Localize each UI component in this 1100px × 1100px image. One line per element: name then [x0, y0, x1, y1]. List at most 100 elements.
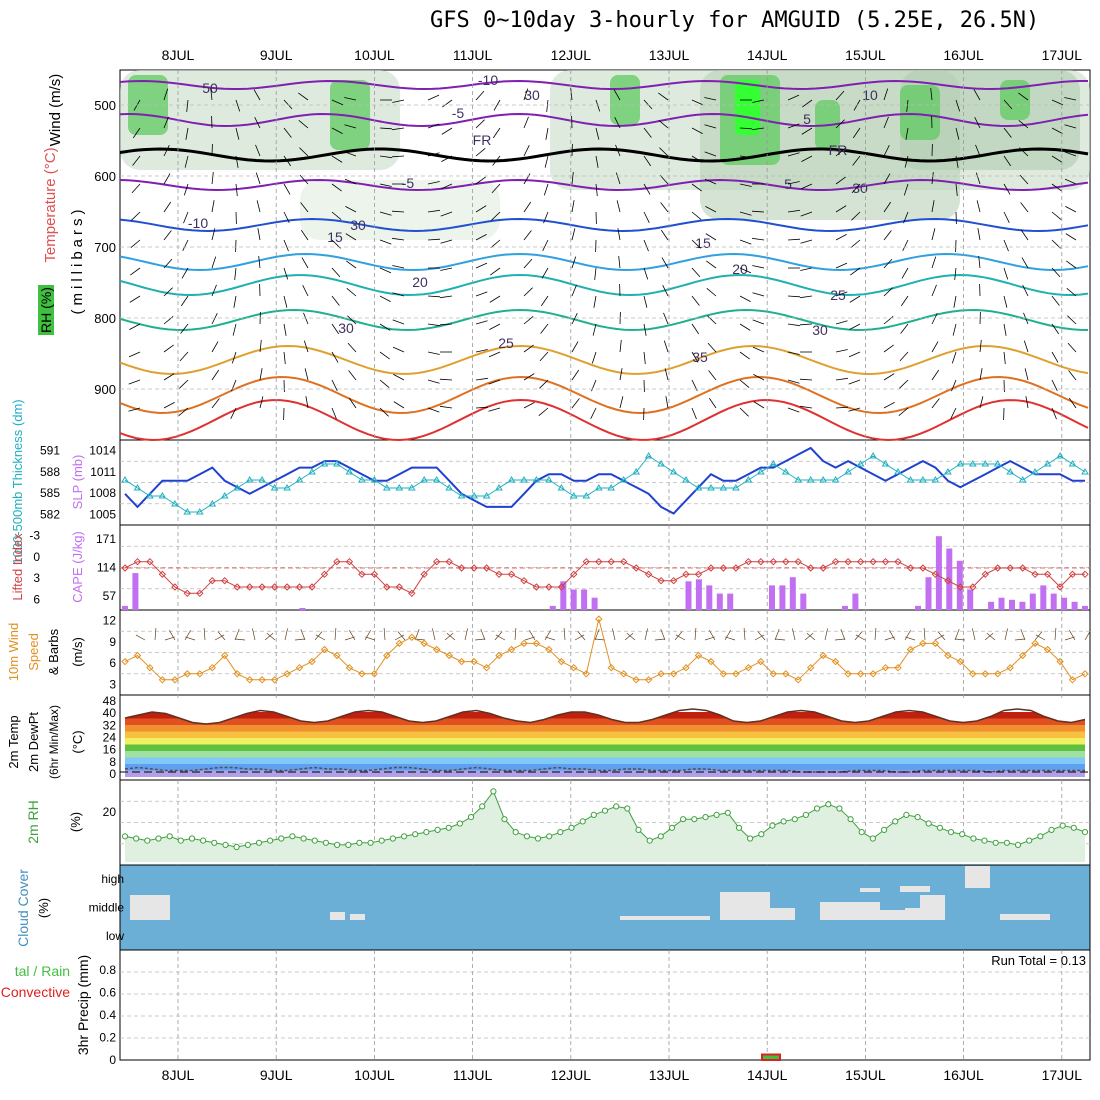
- wind-barb: [475, 205, 487, 213]
- lifted-index-point: [432, 557, 441, 566]
- rh-high-shading: [900, 85, 940, 140]
- lifted-index-point: [1043, 570, 1052, 579]
- thickness-point: [1043, 460, 1052, 467]
- wind-barb: [1020, 202, 1029, 213]
- wind-barb: [1051, 267, 1061, 278]
- wind-speed-point: [1068, 676, 1077, 684]
- cape-bar: [1061, 597, 1068, 610]
- surface-wind-barb: [252, 628, 256, 641]
- wind-barb: [739, 183, 752, 187]
- thickness-point: [532, 476, 541, 483]
- surface-wind-barb: [154, 627, 157, 641]
- wind-barb: [346, 287, 357, 297]
- wind-barb: [691, 211, 702, 221]
- wind-barb: [595, 99, 601, 112]
- cape-bar: [1082, 605, 1088, 610]
- wind-barb: [951, 351, 957, 364]
- rh-point: [401, 833, 408, 840]
- wind-barb: [211, 313, 218, 325]
- surface-wind-barb: [563, 627, 566, 641]
- wind-barb: [331, 407, 337, 420]
- cloud-block: [330, 912, 345, 920]
- day-label-top: 15JUL: [845, 47, 886, 63]
- rh-point: [267, 837, 274, 844]
- wind-barb: [379, 127, 393, 130]
- contour-label: FR: [473, 132, 492, 148]
- wind-barb: [427, 323, 440, 327]
- wind-barb: [739, 323, 751, 331]
- cloud-block: [920, 895, 945, 920]
- wind-speed-point: [894, 663, 902, 672]
- wind-speed-point: [856, 670, 865, 678]
- cape-bar: [1050, 593, 1057, 610]
- thickness-point: [121, 476, 129, 483]
- lifted-index-point: [1056, 583, 1064, 591]
- wind-barb: [901, 267, 909, 279]
- rh-shading: [900, 70, 1080, 170]
- wind-barb: [1003, 267, 1009, 280]
- thickness-point: [844, 468, 852, 475]
- wind-barb: [704, 124, 717, 129]
- wind-speed-point: [520, 639, 528, 648]
- cape-bar: [769, 585, 775, 610]
- wind-speed-point: [432, 645, 441, 654]
- wind-barb: [283, 211, 290, 223]
- thickness-point: [308, 468, 316, 475]
- wind-barb: [211, 200, 215, 213]
- wind-speed-point: [146, 663, 154, 672]
- wind-speed-point: [470, 657, 478, 666]
- wind-barb: [130, 267, 141, 276]
- ylabel-millibars: (millibars): [69, 206, 86, 315]
- wind-barb: [1022, 285, 1029, 297]
- lifted-index-point: [358, 570, 366, 579]
- wind-barb: [283, 239, 289, 252]
- day-label-bottom: 10JUL: [354, 1067, 395, 1083]
- wind-speed-point: [719, 670, 728, 678]
- ylabel-wind: Wind (m/s): [47, 74, 64, 147]
- rh-point: [200, 837, 207, 844]
- wind-barb: [835, 377, 848, 381]
- lifted-index-point: [694, 570, 703, 579]
- wind-barb: [163, 315, 174, 325]
- panel-precip: [119, 949, 1091, 1061]
- surface-wind-barb: [344, 636, 355, 641]
- wind-barb: [1064, 151, 1077, 157]
- wind-speed-point: [619, 670, 628, 678]
- wind-speed-point: [993, 670, 1002, 678]
- y-tick-label: 585: [40, 486, 60, 500]
- rh-point: [166, 833, 173, 840]
- isotherm-line: [119, 112, 1089, 128]
- wind-barb: [835, 349, 848, 353]
- thickness-point: [545, 476, 553, 483]
- wind-barb: [883, 402, 895, 409]
- wind-barb: [883, 201, 892, 213]
- rh-point: [289, 833, 296, 840]
- wind-barb: [345, 233, 357, 241]
- temp-line: [124, 708, 1086, 725]
- wind-barb: [799, 323, 813, 326]
- wind-barb: [800, 211, 813, 217]
- wind-speed-point: [694, 651, 703, 660]
- rh-point: [758, 831, 765, 838]
- thickness-point: [1081, 468, 1089, 475]
- lifted-index-point: [196, 589, 204, 598]
- wind-speed-point: [582, 670, 591, 678]
- lifted-index-point: [769, 557, 778, 566]
- wind-barb: [643, 351, 646, 364]
- thickness-point: [944, 468, 952, 475]
- wind-barb: [347, 315, 357, 325]
- wind-barb: [490, 267, 501, 276]
- rh-point: [490, 788, 497, 795]
- surface-wind-barb: [348, 630, 356, 641]
- wind-barb: [619, 340, 622, 353]
- wind-barb: [570, 88, 573, 101]
- wind-barb: [707, 342, 717, 353]
- wind-barb: [1020, 229, 1029, 241]
- wind-barb: [659, 147, 669, 157]
- contour-label: FR: [829, 142, 848, 158]
- surface-wind-barb: [495, 634, 506, 641]
- rh-color-swatch: [38, 285, 54, 335]
- panel-ylabels: 1000-500mb Thickness (dm) SLP (mb) Lifted …: [6, 399, 91, 1055]
- wind-speed-point: [133, 651, 142, 660]
- wind-barb: [802, 99, 813, 108]
